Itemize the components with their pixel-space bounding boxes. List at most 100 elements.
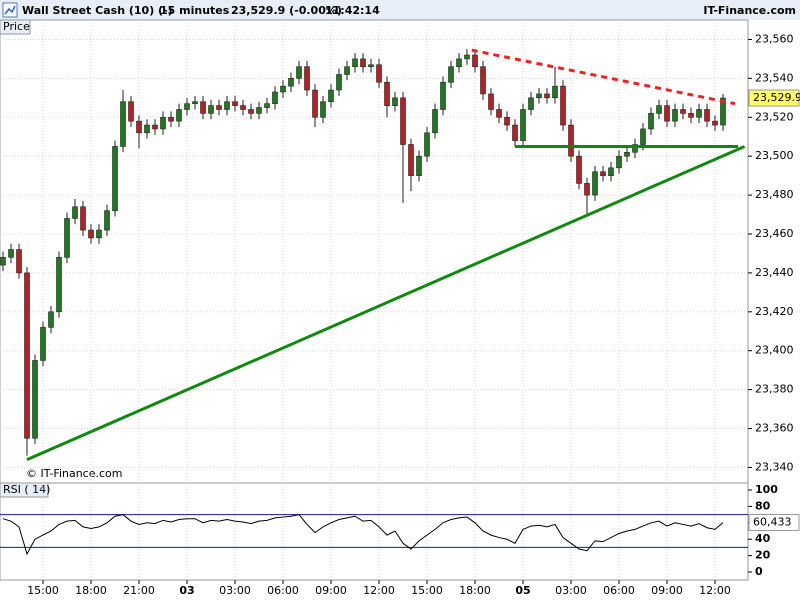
candle-body [80,206,86,231]
x-tick-label: 18:00 [459,584,491,597]
candle-body [352,58,358,67]
candle-body [160,116,166,130]
candle-body [96,229,102,239]
candle-body [504,116,510,126]
header-period: 15 minutes [160,4,230,17]
rsi-tab[interactable] [0,482,49,498]
candle-body [344,66,350,75]
candle-body [112,146,118,211]
candle-body [8,249,14,258]
candle-body [408,144,414,176]
candle-body [680,109,686,114]
x-tick-label: 09:00 [315,584,347,597]
y-tick-label: 23,400 [755,344,794,357]
candle-body [632,144,638,153]
candle-body [448,66,454,83]
candle-body [120,101,126,147]
candle-body [104,210,110,231]
candle-body [552,85,558,99]
panel-label: Price [3,20,30,33]
y-tick-label: 23,480 [755,188,794,201]
candle-body [688,113,694,118]
y-tick-label: 23,340 [755,460,794,473]
candle-body [720,97,726,126]
candle-body [72,206,78,219]
candle-body [152,124,158,130]
rsi-y-tick-label: 20 [755,549,771,562]
trend-line [26,145,746,462]
candle-body [360,58,366,67]
candle-body [136,120,142,134]
y-tick-label: 23,560 [755,32,794,45]
trend-line [471,48,736,106]
candle-body [392,97,398,106]
candle-body [16,249,22,274]
candle-body [176,109,182,122]
x-tick-label: 03:00 [219,584,251,597]
candle-body [200,101,206,114]
candle-body [320,101,326,118]
header-instrument: Wall Street Cash (10) (-) [22,4,173,17]
x-tick-label: 09:00 [651,584,683,597]
y-tick-label: 23,360 [755,422,794,435]
candle-body [616,155,622,169]
plot-layer: 23,560 23,540 23,520 23,500 23,480 23,460 23,4… [0,20,800,597]
x-tick-label: 05 [515,584,530,597]
candle-body [400,97,406,145]
rsi-y-tick-label: 0 [755,565,763,578]
panel-tab[interactable] [0,19,31,35]
candle-body [336,74,342,91]
header-price: 23,529.9 (-0.00%) [231,4,342,17]
rsi-label: RSI ( 14) [3,483,50,496]
candle-body [32,360,38,439]
x-tick-label: 15:00 [27,584,59,597]
candle-body [568,124,574,157]
rsi-value-box [748,513,800,531]
candle-body [608,167,614,176]
candle-body [600,171,606,176]
x-tick-label: 03 [179,584,194,597]
candle-body [48,311,54,328]
y-tick-label: 23,440 [755,266,794,279]
candle-body [480,66,486,95]
candle-body [576,155,582,184]
candle-body [456,58,462,67]
y-tick-label: 23,380 [755,383,794,396]
candle-body [624,151,630,157]
candle-body [376,64,382,83]
candle-body [216,105,222,110]
candle-body [656,105,662,114]
rsi-value-label: 60,433 [753,515,792,528]
candle-body [88,229,94,239]
candle-body [224,101,230,110]
candle-body [432,109,438,134]
candle-body [488,93,494,110]
last-price-box [748,89,800,107]
x-tick-label: 21:00 [123,584,155,597]
y-tick-label: 23,420 [755,305,794,318]
x-tick-label: 15:00 [411,584,443,597]
candle-body [464,54,470,60]
price-panel [0,19,749,484]
x-tick-label: 12:00 [363,584,395,597]
candle-body [496,109,502,118]
rsi-line [2,514,724,556]
candle-body [312,89,318,118]
candle-body [528,97,534,110]
candle-body [264,103,270,108]
candle-body [384,81,390,106]
rsi-y-tick-label: 40 [755,532,771,545]
candle-body [536,93,542,99]
candle-body [192,101,198,104]
candle-body [168,116,174,122]
candle-body [144,124,150,134]
rsi-y-tick-label: 80 [755,499,771,512]
candle-body [584,183,590,196]
x-tick-label: 12:00 [699,584,731,597]
candle-body [560,85,566,126]
candle-body [696,109,702,118]
candle-body [592,171,598,196]
candle-body [288,78,294,87]
